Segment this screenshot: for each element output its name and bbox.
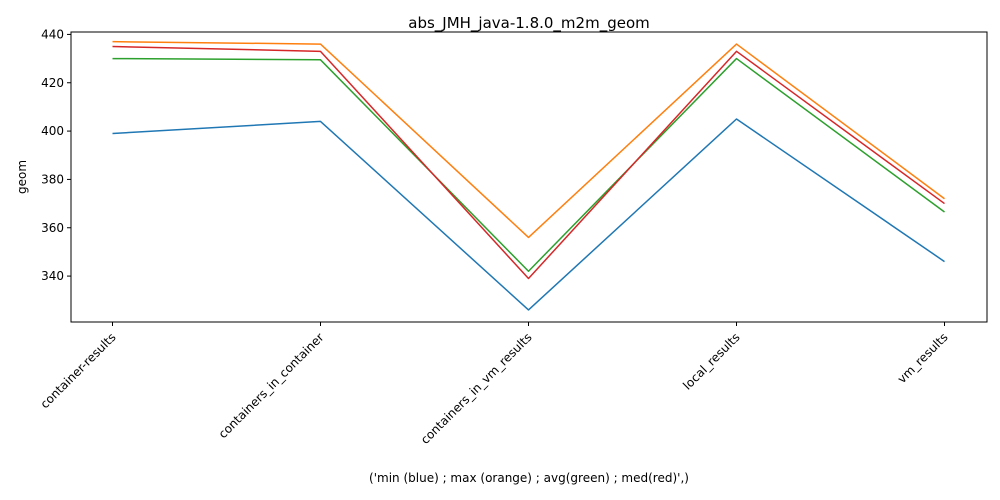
y-tick-label: 420 — [41, 76, 64, 90]
y-tick-label: 400 — [41, 124, 64, 138]
y-axis: 340 360 380 400 420 440 — [41, 27, 71, 283]
x-axis: container-results containers_in_container… — [38, 322, 951, 447]
y-tick-label: 360 — [41, 221, 64, 235]
y-tick-label: 340 — [41, 269, 64, 283]
series-line-3 — [112, 45, 945, 280]
x-tick-label: container-results — [38, 330, 119, 411]
x-tick-label: local_results — [680, 330, 742, 392]
series-line-0 — [112, 118, 945, 311]
series-line-1 — [112, 40, 945, 239]
y-tick-label: 440 — [41, 27, 64, 41]
chart-title: abs_JMH_java-1.8.0_m2m_geom — [408, 14, 650, 33]
x-tick-label: containers_in_container — [216, 330, 327, 441]
series-layer — [112, 40, 945, 311]
x-axis-label: ('min (blue) ; max (orange) ; avg(green)… — [369, 471, 689, 485]
y-axis-label: geom — [15, 160, 29, 194]
y-tick-label: 380 — [41, 172, 64, 186]
x-tick-label: containers_in_vm_results — [418, 330, 535, 447]
x-tick-label: vm_results — [895, 330, 951, 386]
series-line-2 — [112, 57, 945, 272]
